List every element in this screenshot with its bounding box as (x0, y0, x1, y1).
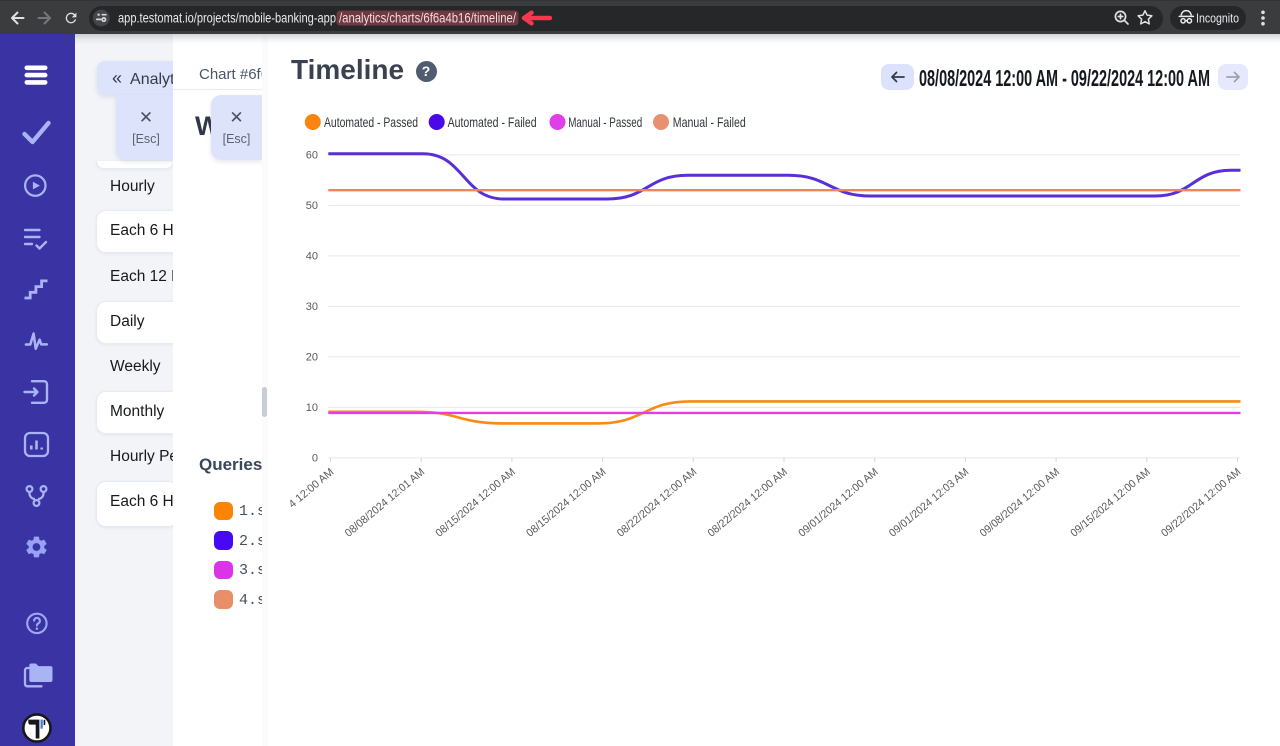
svg-text:08/22/2024 12:00 AM: 08/22/2024 12:00 AM (615, 466, 699, 539)
svg-text:/analytics/charts/6f6a4b16/tim: /analytics/charts/6f6a4b16/timeline/ (339, 10, 516, 26)
svg-text:50: 50 (306, 200, 318, 212)
svg-text:10: 10 (306, 402, 318, 414)
svg-text:0: 0 (312, 452, 318, 464)
svg-text:30: 30 (306, 301, 318, 313)
svg-text:20: 20 (306, 351, 318, 363)
svg-text:60: 60 (306, 149, 318, 161)
svg-text:09/15/2024 12:00 AM: 09/15/2024 12:00 AM (1068, 466, 1152, 539)
svg-text:Manual - Failed: Manual - Failed (673, 114, 746, 130)
svg-text:08/08/2024 12:01 AM: 08/08/2024 12:01 AM (343, 466, 427, 539)
svg-text:app.testomat.io/projects/mobil: app.testomat.io/projects/mobile-banking-… (118, 10, 336, 26)
svg-text:09/01/2024 12:00 AM: 09/01/2024 12:00 AM (796, 466, 880, 539)
svg-text:4 12:00 AM: 4 12:00 AM (287, 466, 336, 511)
svg-text:08/15/2024 12:00 AM: 08/15/2024 12:00 AM (524, 466, 608, 539)
svg-text:Manual - Passed: Manual - Passed (568, 114, 642, 130)
svg-text:40: 40 (306, 250, 318, 262)
svg-text:08/08/2024 12:00 AM - 09/22/20: 08/08/2024 12:00 AM - 09/22/2024 12:00 A… (919, 65, 1210, 91)
svg-text:09/08/2024 12:00 AM: 09/08/2024 12:00 AM (978, 466, 1062, 539)
svg-text:09/22/2024 12:00 AM: 09/22/2024 12:00 AM (1159, 466, 1243, 539)
svg-text:Automated - Failed: Automated - Failed (448, 114, 537, 130)
svg-text:Incognito: Incognito (1196, 10, 1239, 25)
svg-text:08/15/2024 12:00 AM: 08/15/2024 12:00 AM (434, 466, 518, 539)
svg-text:08/22/2024 12:00 AM: 08/22/2024 12:00 AM (706, 466, 790, 539)
svg-text:Automated - Passed: Automated - Passed (324, 114, 418, 130)
svg-text:09/01/2024 12:03 AM: 09/01/2024 12:03 AM (887, 466, 971, 539)
